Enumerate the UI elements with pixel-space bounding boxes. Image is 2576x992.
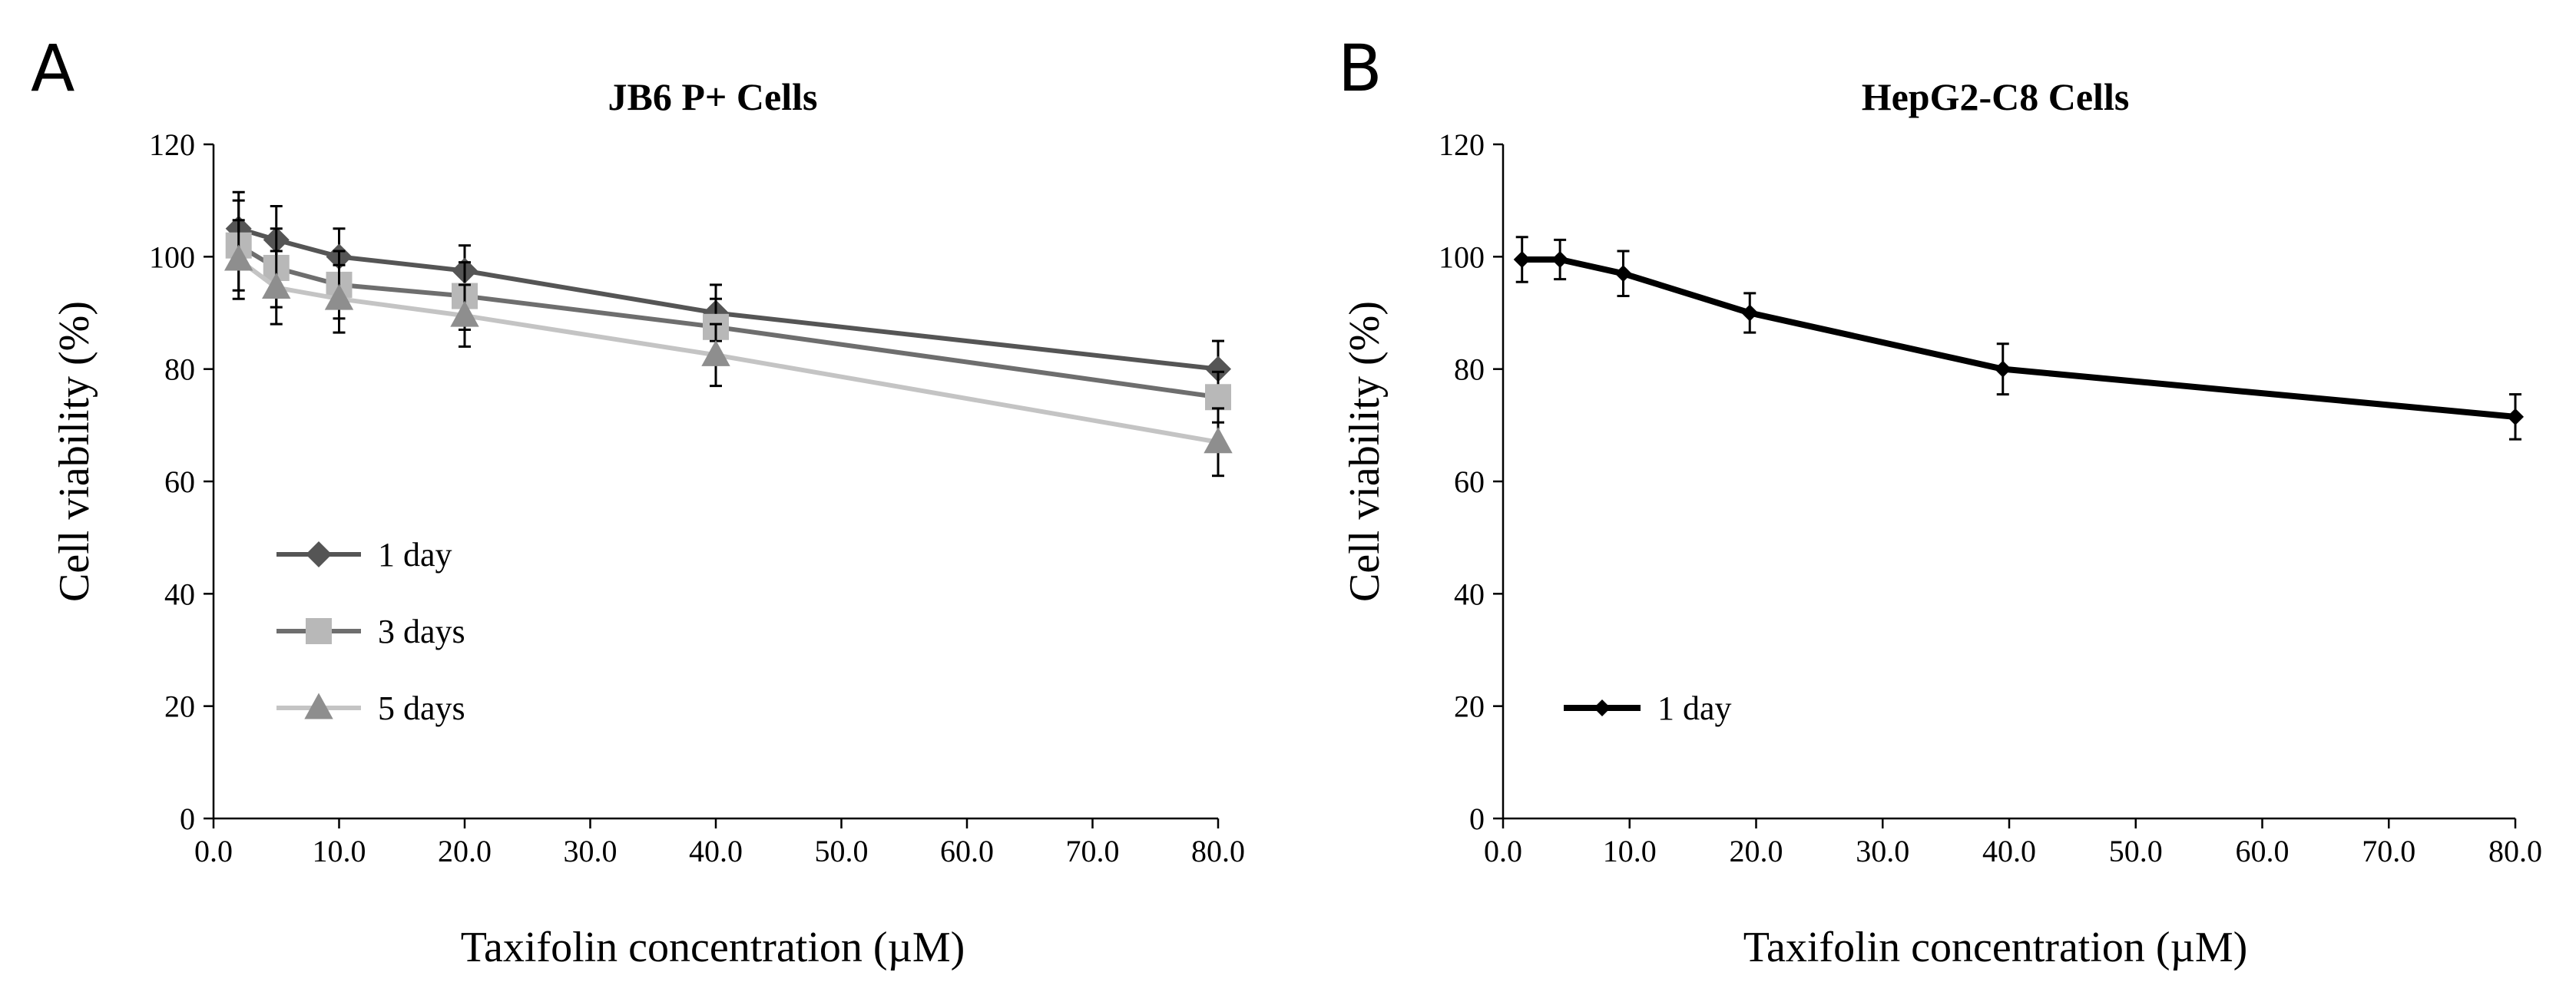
data-point	[1205, 384, 1231, 411]
y-tick-label: 80	[164, 352, 195, 387]
x-tick-label: 0.0	[194, 834, 233, 868]
chart-title-a: JB6 P+ Cells	[608, 75, 818, 118]
series-5-days	[224, 219, 1233, 478]
x-tick-label: 80.0	[2488, 834, 2542, 868]
legend-marker	[306, 541, 332, 567]
legend-entry: 1 day	[276, 536, 452, 574]
chart-title-b: HepG2-C8 Cells	[1862, 75, 2130, 118]
legend-entry: 5 days	[276, 689, 465, 727]
x-tick-label: 0.0	[1484, 834, 1522, 868]
legend-marker	[1594, 699, 1611, 716]
y-tick-label: 100	[149, 240, 195, 274]
y-tick-label: 60	[164, 465, 195, 499]
y-tick-label: 40	[1454, 577, 1485, 611]
data-point	[2507, 408, 2524, 425]
y-tick-label: 40	[164, 577, 195, 611]
x-tick-label: 60.0	[940, 834, 994, 868]
y-axis-label-b: Cell viability (%)	[1341, 301, 1389, 602]
plot-a: 0 20 40 60 80 100 120 0.0 10.0 20.0 30.0 40.0 50.0 60…	[149, 127, 1245, 868]
panel-b: B HepG2-C8 Cells 0 20 40 60 80 100 120 0.0 10.0 2…	[1338, 31, 2542, 971]
legend-marker	[304, 693, 333, 719]
y-axis-label-a: Cell viability (%)	[51, 301, 98, 602]
x-tick-label: 10.0	[313, 834, 366, 868]
y-tick-label: 0	[180, 802, 195, 836]
series-line	[237, 257, 1219, 445]
legend-entry: 1 day	[1564, 689, 1732, 727]
x-tick-label: 80.0	[1191, 834, 1245, 868]
panel-letter-a: A	[31, 31, 74, 106]
panel-a: A JB6 P+ Cells 0 20 40 60 80 100 120 0.0 10.0 20.…	[31, 31, 1245, 971]
legend-label: 1 day	[1657, 689, 1732, 727]
x-tick-label: 20.0	[1730, 834, 1783, 868]
x-tick-label: 20.0	[438, 834, 492, 868]
data-point	[224, 244, 253, 271]
data-point	[324, 283, 354, 310]
plot-b: 0 20 40 60 80 100 120 0.0 10.0 20.0 30.0 40.0 50.0 60…	[1439, 127, 2542, 868]
x-tick-label: 70.0	[1066, 834, 1120, 868]
y-tick-label: 80	[1454, 352, 1485, 387]
x-tick-label: 30.0	[1856, 834, 1909, 868]
x-tick-label: 50.0	[2109, 834, 2163, 868]
x-tick-label: 10.0	[1603, 834, 1657, 868]
panel-letter-b: B	[1338, 31, 1382, 106]
x-tick-label: 70.0	[2362, 834, 2415, 868]
x-axis-label-a: Taxifolin concentration (µM)	[461, 924, 965, 971]
y-tick-label: 100	[1439, 240, 1485, 274]
data-point	[1551, 250, 1569, 268]
y-tick-label: 20	[164, 689, 195, 724]
legend-entry: 3 days	[276, 613, 465, 650]
y-tick-label: 0	[1469, 802, 1485, 836]
data-point	[1513, 250, 1531, 268]
series-1-day	[1513, 236, 2524, 441]
data-point	[262, 273, 291, 299]
data-point	[1614, 265, 1632, 283]
y-tick-label: 120	[1439, 127, 1485, 162]
data-point	[701, 339, 730, 366]
x-tick-label: 50.0	[815, 834, 869, 868]
x-tick-label: 40.0	[1982, 834, 2036, 868]
y-tick-label: 60	[1454, 465, 1485, 499]
data-point	[1741, 304, 1759, 322]
y-tick-label: 20	[1454, 689, 1485, 724]
x-tick-label: 30.0	[564, 834, 618, 868]
x-tick-label: 40.0	[689, 834, 743, 868]
data-point	[1205, 355, 1231, 382]
data-point	[450, 300, 479, 327]
legend-label: 5 days	[378, 689, 465, 727]
legend-marker	[306, 618, 332, 644]
x-tick-label: 60.0	[2236, 834, 2290, 868]
legend-label: 3 days	[378, 613, 465, 650]
data-point	[1204, 427, 1233, 454]
data-point	[1994, 360, 2011, 378]
legend-label: 1 day	[378, 536, 452, 574]
y-tick-label: 120	[149, 127, 195, 162]
x-axis-label-b: Taxifolin concentration (µM)	[1743, 924, 2248, 971]
